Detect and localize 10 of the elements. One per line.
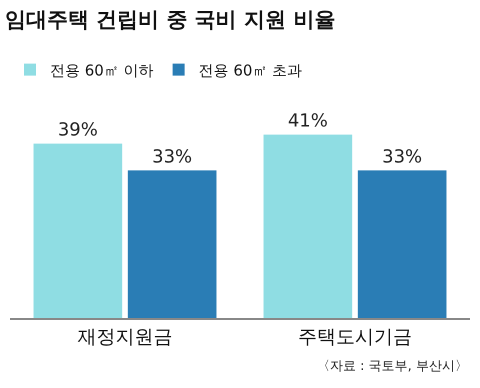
- legend-label: 전용 60㎡ 초과: [198, 62, 302, 80]
- x-tick-label: 재정지원금: [78, 326, 172, 348]
- data-label: 41%: [288, 110, 328, 132]
- x-tick-label: 주택도시기금: [298, 326, 412, 348]
- data-label: 33%: [382, 146, 422, 168]
- legend-label: 전용 60㎡ 이하: [50, 62, 154, 80]
- data-label: 33%: [152, 146, 192, 168]
- data-label: 39%: [58, 120, 98, 141]
- text: 〈자료 : 국토부, 부산시〉: [317, 359, 468, 374]
- chart-title: 임대주택 건립비 중 국비 지원 비율: [4, 7, 336, 32]
